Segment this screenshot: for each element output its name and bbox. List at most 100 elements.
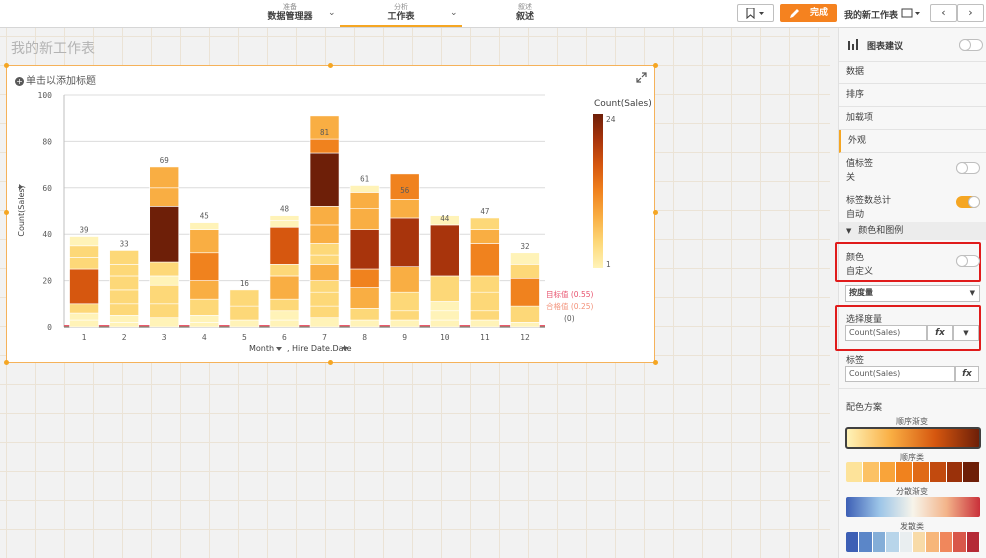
section-addons[interactable]: 加载项 [839,107,986,130]
bar-total-label: 61 [360,174,369,183]
resize-handle[interactable] [653,360,658,365]
scheme-sequential-classes[interactable] [846,462,980,482]
scheme-name: 发散类 [900,522,924,531]
scheme-swatch [846,462,863,482]
bar-segment [309,291,340,307]
resize-handle[interactable] [4,360,9,365]
bookmark-button[interactable] [737,4,774,22]
bar-segment [149,166,180,189]
bar-segment [349,287,380,309]
scheme-swatch [913,532,927,552]
scheme-swatch [872,532,887,552]
resize-handle[interactable] [4,210,9,215]
select-measure-label: 选择度量 [846,315,883,325]
chevron-down-icon[interactable]: ⌄ [328,8,336,18]
bar-segment [109,303,139,316]
bar-segment [389,217,420,267]
y-tick-label: 0 [47,323,52,332]
scheme-swatch [862,462,880,482]
x-tick-label: 11 [480,333,490,342]
bar-chart-object[interactable]: 0 20 40 60 80 100 39 1 33 2 69 3 45 4 16 5 48 6 81 7 61 8 56 9 4… [6,65,655,363]
done-button[interactable]: 完成 [780,4,837,22]
scheme-swatch [946,462,964,482]
bar-chart-icon [848,39,858,50]
value-labels-toggle[interactable] [956,162,980,174]
color-highlight-box [835,242,981,282]
chart-suggestions-toggle[interactable] [959,39,983,51]
pencil-icon [790,9,799,18]
resize-handle[interactable] [653,63,658,68]
previous-sheet-button[interactable]: ‹ [930,4,957,22]
bar-segment [309,243,340,256]
color-value: 自定义 [846,267,874,277]
resize-handle[interactable] [328,63,333,68]
y-tick-label: 40 [42,230,52,239]
tab-narrate[interactable]: 叙述 叙述 [490,0,560,27]
bar-segment [470,243,500,277]
scheme-diverging-gradient[interactable] [846,497,980,517]
chevron-down-icon[interactable]: ⌄ [450,8,458,18]
scheme-swatch [859,532,873,552]
chart-title-area[interactable]: + 单击以添加标题 [15,72,96,87]
bar-segment [309,280,340,293]
sheet-list-icon[interactable] [901,8,923,19]
expand-icon[interactable] [636,72,647,83]
scheme-swatch [926,532,940,552]
bar-segment [189,252,220,281]
tab-prepare[interactable]: 准备 数据管理器 ⌄ [240,0,340,27]
bar-segment [109,289,139,305]
scheme-swatch [966,532,980,552]
bar-segment [269,319,300,328]
x-tick-label: 6 [282,333,287,342]
bar-segment [389,173,420,200]
section-data[interactable]: 数据 [839,61,986,84]
dropdown-triangle-icon: ▼ [969,289,975,297]
resize-handle[interactable] [653,210,658,215]
sheet-title[interactable]: 我的新工作表 [11,41,95,57]
measure-expression-button[interactable]: fx [927,325,953,341]
bar-segment [349,229,380,270]
fx-icon: fx [962,369,972,379]
bar-segment [69,268,99,305]
measure-highlight-box [835,305,981,351]
color-toggle[interactable] [956,255,980,267]
measure-dropdown-button[interactable]: ▼ [953,325,979,341]
y-tick-label: 100 [38,91,53,100]
bar-segment [149,187,180,207]
bar-total-label: 45 [200,212,209,221]
bar-segment [229,305,260,321]
sheet-name-menu[interactable]: 我的新工作表 [844,11,899,21]
x-dimension-hire-date: Hire Date.Date [292,344,352,353]
color-mode-select[interactable]: 按度量 ▼ [845,285,980,302]
label-expression-button[interactable]: fx [955,366,979,382]
scheme-swatch [929,462,947,482]
tab-analyze[interactable]: 分析 工作表 ⌄ [340,0,462,27]
bar-segment [389,310,420,321]
select-measure-input[interactable]: Count(Sales) [845,325,927,341]
resize-handle[interactable] [328,360,333,365]
chart-suggestions-row: 图表建议 [839,28,986,62]
total-labels-toggle[interactable] [956,196,980,208]
bar-segment [309,305,340,319]
scheme-swatch [939,532,954,552]
bar-segment [470,229,500,244]
next-sheet-button[interactable]: › [957,4,984,22]
x-tick-label: 9 [402,333,407,342]
bar-segment [389,291,420,312]
section-appearance[interactable]: 外观 [839,130,986,153]
bar-total-label: 39 [80,226,89,235]
section-sorting[interactable]: 排序 [839,84,986,107]
bar-segment [470,275,500,293]
scheme-diverging-classes[interactable] [846,532,980,552]
bar-segment [269,298,300,312]
scheme-name: 顺序类 [900,453,924,462]
bar-segment [189,322,220,328]
color-label: 颜色 [846,253,865,263]
scheme-sequential-gradient[interactable] [845,427,981,449]
resize-handle[interactable] [4,63,9,68]
label-field-input[interactable]: Count(Sales) [845,366,955,382]
bar-segment [269,310,300,321]
bar-segment [109,322,139,328]
colors-legend-header[interactable]: ▼ 颜色和图例 [839,222,986,240]
tab-analyze-sub: 分析 [394,3,408,11]
